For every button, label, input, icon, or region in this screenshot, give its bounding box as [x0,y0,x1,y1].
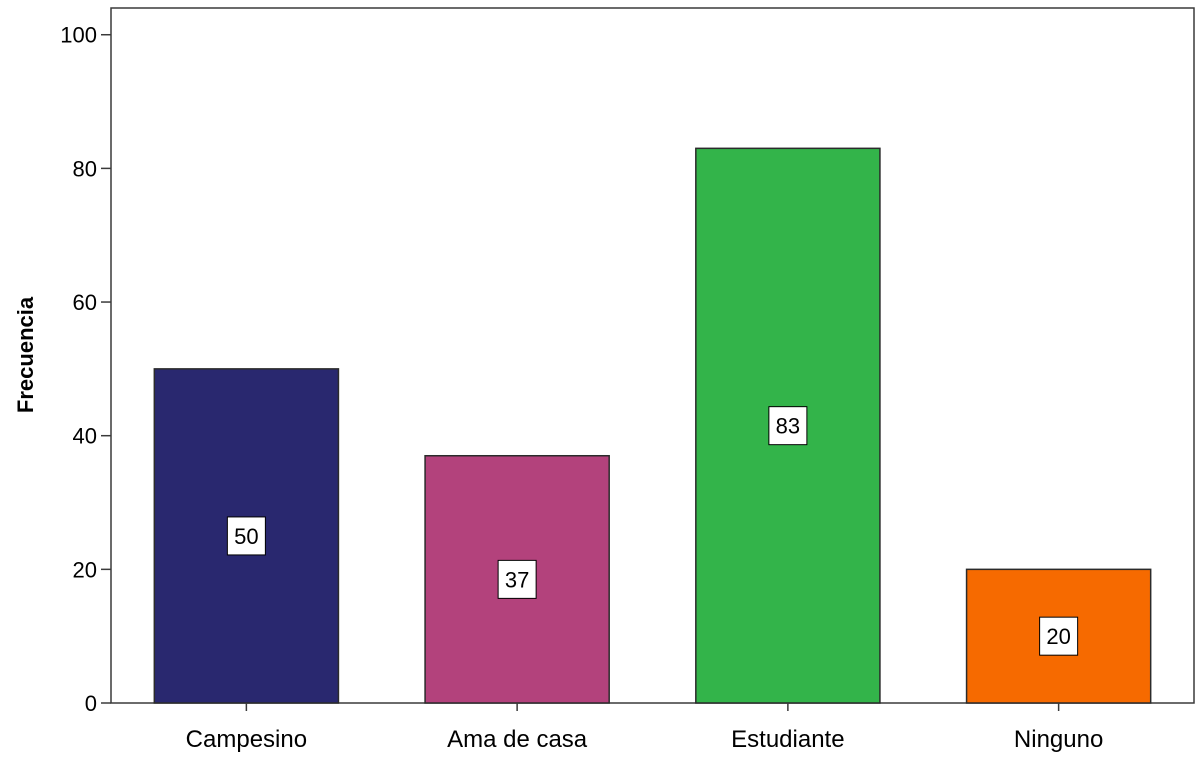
bars-group: 50 37 83 20 [153,147,1152,704]
y-tick-label: 0 [85,691,97,716]
data-label: 37 [505,567,529,592]
data-label: 20 [1046,624,1070,649]
y-axis: 0 20 40 60 80 100 [60,23,111,716]
y-tick-label: 100 [60,23,97,48]
data-label-box [1039,616,1079,656]
data-label-box [768,406,808,446]
y-tick-label: 60 [73,290,97,315]
x-tick-label: Ninguno [1014,726,1103,753]
x-tick-label: Campesino [186,726,307,753]
y-axis-label: Frecuencia [13,296,38,413]
data-label: 83 [776,414,800,439]
y-tick-label: 20 [73,557,97,582]
data-label: 50 [234,524,258,549]
x-axis: Campesino Ama de casa Estudiante Ninguno [186,703,1103,753]
x-tick-label: Estudiante [731,726,844,753]
y-tick-label: 80 [73,156,97,181]
data-label-box [497,559,537,599]
y-tick-label: 40 [73,424,97,449]
data-label-box [226,516,266,556]
x-tick-label: Ama de casa [447,726,588,753]
